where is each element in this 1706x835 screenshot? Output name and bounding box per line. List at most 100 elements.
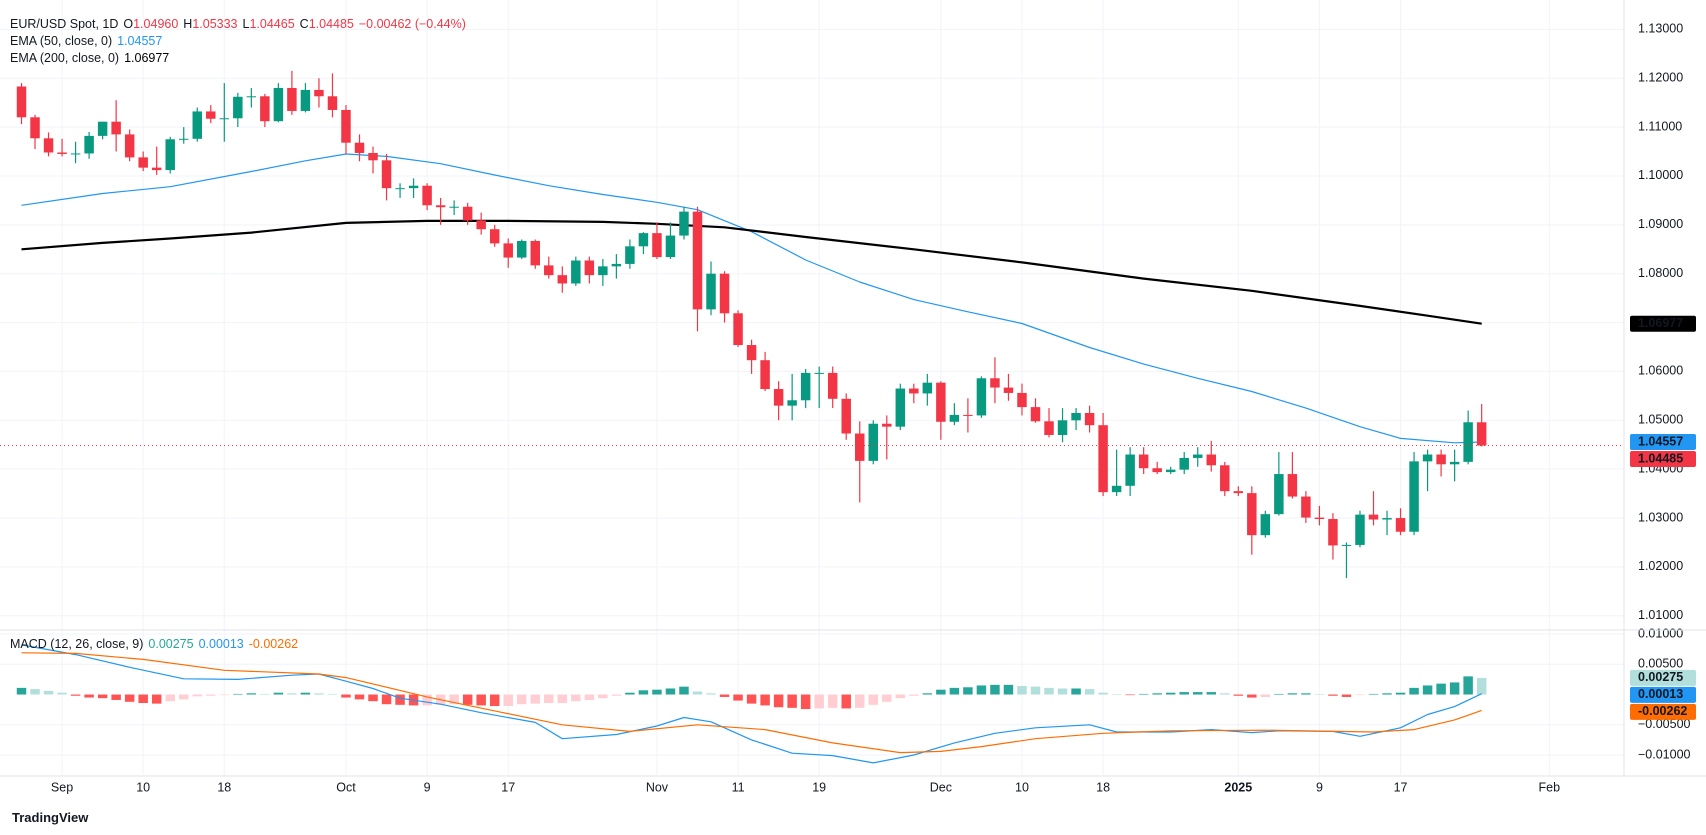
- candle-body: [584, 260, 595, 276]
- histogram-bar: [395, 694, 405, 705]
- histogram-bar: [1233, 694, 1244, 696]
- histogram-bar: [462, 694, 473, 705]
- candle-body: [138, 157, 148, 168]
- histogram-bar: [1382, 693, 1392, 695]
- candle-body: [895, 388, 906, 427]
- histogram-bar: [84, 694, 94, 698]
- ema-line: [21, 219, 1482, 325]
- candle-body: [70, 153, 81, 155]
- histogram-bar: [882, 694, 892, 702]
- macd-legend: MACD (12, 26, close, 9) 0.00275 0.00013 -0.…: [10, 636, 303, 653]
- candle-body: [1125, 454, 1135, 486]
- y-tick-label: 1.13000: [1638, 22, 1683, 36]
- field-key: O: [123, 17, 134, 31]
- histogram-bar: [773, 694, 784, 708]
- candle-body: [517, 240, 527, 258]
- histogram-bar: [1098, 692, 1108, 695]
- histogram-bar: [706, 693, 716, 695]
- candle-body: [963, 414, 973, 416]
- histogram-bar: [1044, 687, 1054, 695]
- histogram-bar: [1476, 677, 1487, 695]
- histogram-bar: [1003, 684, 1014, 695]
- histogram-bar: [1017, 686, 1027, 695]
- candle-body: [557, 275, 568, 284]
- candle-body: [976, 378, 987, 416]
- histogram-bar: [571, 694, 581, 702]
- histogram-bar: [1206, 692, 1216, 695]
- histogram-bar: [1165, 692, 1176, 695]
- candle-body: [665, 235, 676, 258]
- legend-entry: EMA (50, close, 0): [10, 34, 113, 48]
- histogram-bar: [233, 693, 243, 695]
- histogram-bar: [652, 689, 662, 695]
- candle-body: [1355, 514, 1365, 545]
- candle-body: [598, 266, 608, 276]
- histogram-bar: [111, 694, 121, 700]
- x-tick-label: 9: [1316, 780, 1323, 794]
- histogram-bar: [922, 693, 933, 695]
- candle-body: [1165, 469, 1176, 473]
- histogram-bar: [1193, 692, 1203, 695]
- field-key: H: [183, 17, 193, 31]
- histogram-bar: [43, 690, 54, 695]
- histogram-bar: [1449, 682, 1460, 695]
- candle-body: [611, 263, 622, 267]
- histogram-bar: [381, 694, 392, 705]
- histogram-bar: [598, 694, 608, 699]
- price-tag: 1.06977: [1630, 315, 1696, 332]
- legend-row: EUR/USD Spot, 1D O1.04960 H1.05333 L1.04465…: [10, 16, 471, 33]
- candle-body: [679, 211, 689, 236]
- histogram-bar: [949, 687, 960, 695]
- candle-body: [1328, 519, 1338, 546]
- candle-body: [327, 96, 338, 110]
- candle-body: [1260, 514, 1271, 536]
- candle-body: [151, 167, 162, 171]
- ema-line: [21, 153, 1482, 444]
- histogram-bar: [206, 694, 216, 696]
- histogram-bar: [625, 692, 635, 695]
- price-legend: EUR/USD Spot, 1D O1.04960 H1.05333 L1.04465…: [10, 16, 471, 67]
- histogram-bar: [422, 694, 432, 706]
- candle-body: [1193, 454, 1203, 458]
- candle-body: [1422, 454, 1433, 462]
- histogram-bar: [16, 687, 27, 695]
- legend-entry: EMA (200, close, 0): [10, 51, 120, 65]
- candle-body: [354, 142, 365, 153]
- histogram-bar: [936, 689, 946, 695]
- histogram-bar: [219, 694, 230, 696]
- candle-body: [990, 378, 1000, 388]
- price-tag: 1.04485: [1630, 450, 1696, 467]
- candle-body: [760, 360, 770, 390]
- histogram-bar: [557, 694, 568, 703]
- histogram-bar: [584, 694, 595, 700]
- candle-body: [936, 382, 946, 422]
- candle-body: [1152, 468, 1162, 473]
- candle-body: [1247, 493, 1257, 536]
- candle-body: [1179, 457, 1189, 470]
- candle-body: [287, 87, 297, 111]
- x-tick-label: Feb: [1538, 780, 1560, 794]
- candle-body: [746, 345, 757, 361]
- price-tag-bg: [1630, 450, 1696, 467]
- histogram-bar: [611, 694, 622, 696]
- legend-value: 0.00275: [148, 637, 194, 651]
- candle-body: [638, 233, 649, 247]
- candle-body: [1098, 425, 1108, 493]
- candle-body: [1409, 461, 1419, 532]
- candle-body: [260, 96, 270, 122]
- candle-body: [368, 152, 378, 161]
- field-key: L: [242, 17, 250, 31]
- histogram-bar: [679, 686, 689, 695]
- field-value: 1.05333: [192, 17, 238, 31]
- histogram-bar: [1220, 693, 1230, 695]
- candle-body: [124, 134, 135, 158]
- histogram-bar: [165, 694, 175, 702]
- price-tag-label: -0.00262: [1638, 704, 1687, 718]
- histogram-bar: [1328, 694, 1338, 696]
- candle-body: [1003, 387, 1014, 393]
- histogram-bar: [30, 689, 40, 695]
- histogram-bar: [192, 694, 202, 697]
- legend-row: EMA (50, close, 0) 1.04557: [10, 33, 471, 50]
- macd-line: [21, 652, 1482, 754]
- candle-body: [949, 414, 960, 422]
